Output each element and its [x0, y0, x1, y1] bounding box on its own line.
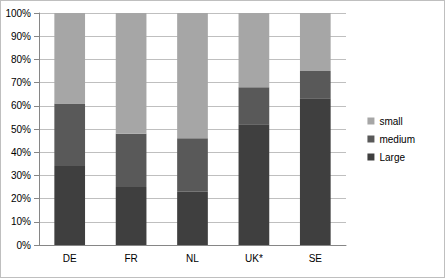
svg-text:FR: FR: [124, 253, 137, 264]
svg-text:medium: medium: [379, 134, 415, 145]
svg-text:Large: Large: [379, 152, 405, 163]
svg-text:70%: 70%: [11, 77, 31, 88]
svg-text:0%: 0%: [17, 240, 32, 251]
svg-text:small: small: [379, 116, 402, 127]
svg-text:UK*: UK*: [245, 253, 263, 264]
svg-text:10%: 10%: [11, 216, 31, 227]
svg-text:90%: 90%: [11, 31, 31, 42]
svg-text:50%: 50%: [11, 124, 31, 135]
svg-text:DE: DE: [63, 253, 77, 264]
svg-text:SE: SE: [309, 253, 323, 264]
svg-text:40%: 40%: [11, 147, 31, 158]
svg-text:30%: 30%: [11, 170, 31, 181]
svg-text:20%: 20%: [11, 193, 31, 204]
svg-text:100%: 100%: [5, 8, 31, 19]
svg-text:80%: 80%: [11, 54, 31, 65]
svg-text:NL: NL: [186, 253, 199, 264]
svg-text:60%: 60%: [11, 100, 31, 111]
